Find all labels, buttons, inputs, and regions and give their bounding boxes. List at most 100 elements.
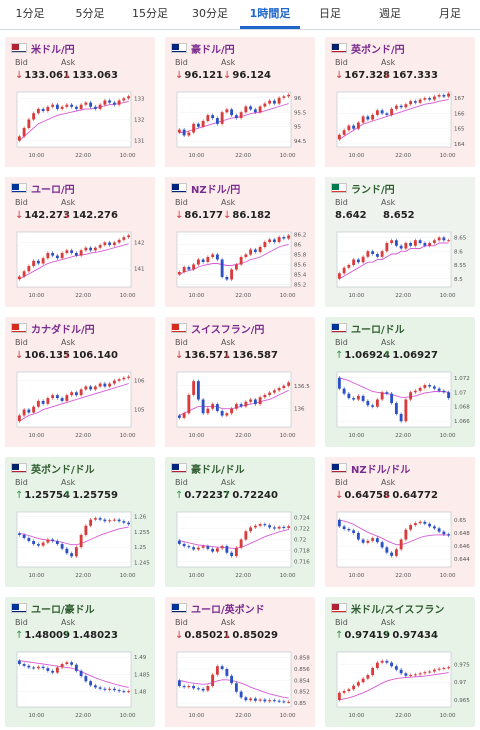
- candle-body: [211, 404, 215, 409]
- price-chart[interactable]: 136.5 136 10:00 22:00 10:00: [175, 369, 313, 441]
- currency-card[interactable]: ユーロ/豪ドル Bid Ask ↑1.48009 ↑1.48023 1.49 1.485 1.…: [5, 597, 155, 727]
- candle-body: [366, 540, 370, 543]
- pair-name[interactable]: 豪ドル/円: [191, 44, 235, 56]
- pair-name[interactable]: NZドル/円: [191, 184, 241, 196]
- bid-label: Bid: [335, 338, 348, 347]
- tab-5[interactable]: 日足: [319, 7, 341, 20]
- moving-average-line: [339, 672, 449, 701]
- candle-body: [249, 698, 253, 701]
- tab-3[interactable]: 30分足: [192, 7, 228, 20]
- tab-4[interactable]: 1時間足: [240, 0, 300, 29]
- price-chart[interactable]: 0.975 0.97 0.965 10:00 22:00 10:00: [335, 649, 473, 721]
- candle-body: [70, 553, 74, 557]
- arrow-down-icon: ↓: [223, 350, 232, 361]
- bid-value: ↑0.72237: [175, 490, 230, 501]
- candle-body: [375, 538, 379, 543]
- x-tick-label: 10:00: [348, 713, 364, 719]
- price-chart[interactable]: 0.65 0.648 0.646 0.644 10:00 22:00 10:00: [335, 509, 473, 581]
- chart-svg: 106 105 10:00 22:00 10:00: [16, 371, 145, 439]
- tab-7[interactable]: 月足: [439, 7, 461, 20]
- pair-name[interactable]: ランド/円: [351, 184, 395, 196]
- candle-body: [272, 100, 276, 104]
- price-chart[interactable]: 0.858 0.856 0.854 0.852 0.85 10:00 22:00 10:00: [175, 649, 313, 721]
- price-chart[interactable]: 0.724 0.722 0.72 0.718 0.716 10:00 22:00 10:00: [175, 509, 313, 581]
- pair-name[interactable]: 豪ドル/ドル: [191, 464, 245, 476]
- candle-body: [55, 395, 59, 399]
- price-chart[interactable]: 1.26 1.255 1.25 1.245 10:00 22:00 10:00: [15, 509, 153, 581]
- price-chart[interactable]: 86.2 86 85.8 85.6 85.4 85.2 10:00 22:00 10:00: [175, 229, 313, 301]
- currency-card[interactable]: 米ドル/円 Bid Ask ↓133.061 ↓133.063 133 132 131 10:0…: [5, 37, 155, 167]
- candle-body: [17, 533, 21, 535]
- moving-average-line: [19, 101, 129, 142]
- price-chart[interactable]: 106 105 10:00 22:00 10:00: [15, 369, 153, 441]
- pair-name[interactable]: ユーロ/ドル: [351, 324, 405, 336]
- pair-name[interactable]: ユーロ/円: [31, 184, 75, 196]
- pair-name[interactable]: ユーロ/英ポンド: [191, 604, 265, 616]
- flag-icon: [331, 323, 347, 333]
- currency-card[interactable]: 豪ドル/ドル Bid Ask ↑0.72237 ↑0.72240 0.724 0.722 0.…: [165, 457, 315, 587]
- ask-label: Ask: [61, 618, 76, 627]
- tab-2[interactable]: 15分足: [132, 7, 168, 20]
- tab-1[interactable]: 5分足: [75, 7, 105, 20]
- pair-name[interactable]: スイスフラン/円: [191, 324, 265, 336]
- candle-body: [437, 237, 441, 241]
- pair-name[interactable]: 米ドル/スイスフラン: [351, 604, 445, 616]
- bid-label: Bid: [175, 338, 188, 347]
- currency-card[interactable]: 英ポンド/円 Bid Ask ↓167.328 ↓167.333 167 166 165 164…: [325, 37, 475, 167]
- candle-body: [98, 687, 102, 689]
- candle-body: [337, 273, 341, 279]
- bid-price: 0.64758: [344, 490, 390, 501]
- currency-card[interactable]: NZドル/円 Bid Ask ↓86.177 ↓86.182 86.2 86 85.8 85.6…: [165, 177, 315, 307]
- pair-name[interactable]: NZドル/ドル: [351, 464, 411, 476]
- candle-body: [390, 108, 394, 115]
- pair-name[interactable]: カナダドル/円: [31, 324, 95, 336]
- bid-value: ↓96.121: [175, 70, 223, 81]
- currency-card[interactable]: 米ドル/スイスフラン Bid Ask ↑0.97419 ↑0.97434 0.975 0.9…: [325, 597, 475, 727]
- price-chart[interactable]: 96 95.5 95 94.5 10:00 22:00 10:00: [175, 89, 313, 161]
- pair-name[interactable]: 英ポンド/円: [351, 44, 405, 56]
- arrow-up-icon: ↑: [63, 490, 72, 501]
- candle-body: [112, 102, 116, 105]
- currency-card[interactable]: ユーロ/英ポンド Bid Ask ↓0.85021 ↓0.85029 0.858 0.856…: [165, 597, 315, 727]
- currency-card[interactable]: ランド/円 Bid Ask 8.642 8.652 8.65 8.6 8.55 8.5 10:00…: [325, 177, 475, 307]
- candle-body: [418, 240, 422, 243]
- tab-6[interactable]: 週足: [379, 7, 401, 20]
- candle-body: [390, 662, 394, 667]
- ask-value: ↑0.97434: [383, 630, 438, 641]
- arrow-down-icon: ↓: [223, 70, 232, 81]
- candle-body: [347, 125, 351, 131]
- pair-name[interactable]: 英ポンド/ドル: [31, 464, 95, 476]
- currency-card[interactable]: スイスフラン/円 Bid Ask ↓136.571 ↓136.587 136.5 136 10…: [165, 317, 315, 447]
- price-chart[interactable]: 167 166 165 164 10:00 22:00 10:00: [335, 89, 473, 161]
- candle-body: [277, 237, 281, 242]
- tab-0[interactable]: 1分足: [15, 7, 45, 20]
- flag-icon: [11, 43, 27, 53]
- candle-body: [65, 548, 69, 554]
- candle-body: [46, 252, 50, 259]
- flag-icon: [331, 463, 347, 473]
- candle-body: [220, 259, 224, 277]
- currency-card[interactable]: 豪ドル/円 Bid Ask ↓96.121 ↓96.124 96 95.5 95 94.5 10:…: [165, 37, 315, 167]
- currency-card[interactable]: 英ポンド/ドル Bid Ask ↑1.25754 ↑1.25759 1.26 1.255 1.…: [5, 457, 155, 587]
- price-chart[interactable]: 1.072 1.07 1.068 1.066 10:00 22:00 10:00: [335, 369, 473, 441]
- candle-body: [196, 547, 200, 550]
- x-tick-label: 10:00: [188, 433, 204, 439]
- price-chart[interactable]: 8.65 8.6 8.55 8.5 10:00 22:00 10:00: [335, 229, 473, 301]
- currency-card[interactable]: ユーロ/円 Bid Ask ↓142.273 ↓142.276 142 141 10:00 22…: [5, 177, 155, 307]
- bid-price: 136.571: [184, 350, 230, 361]
- candle-body: [46, 398, 50, 404]
- currency-card[interactable]: ユーロ/ドル Bid Ask ↑1.06924 ↑1.06927 1.072 1.07 1.0…: [325, 317, 475, 447]
- price-chart[interactable]: 142 141 10:00 22:00 10:00: [15, 229, 153, 301]
- currency-card[interactable]: カナダドル/円 Bid Ask ↓106.135 ↓106.140 106 105 10:00…: [5, 317, 155, 447]
- candle-body: [70, 392, 74, 396]
- y-tick-label: 165: [454, 127, 465, 133]
- price-chart[interactable]: 1.49 1.485 1.48 10:00 22:00 10:00: [15, 649, 153, 721]
- y-tick-label: 141: [134, 267, 145, 273]
- price-chart[interactable]: 133 132 131 10:00 22:00 10:00: [15, 89, 153, 161]
- candle-body: [122, 377, 126, 380]
- pair-name[interactable]: ユーロ/豪ドル: [31, 604, 95, 616]
- quote-values: ↓106.135 ↓106.140: [15, 350, 118, 361]
- candle-body: [258, 397, 262, 405]
- currency-card[interactable]: NZドル/ドル Bid Ask ↓0.64758 ↓0.64772 0.65 0.648 0.…: [325, 457, 475, 587]
- pair-name[interactable]: 米ドル/円: [31, 44, 75, 56]
